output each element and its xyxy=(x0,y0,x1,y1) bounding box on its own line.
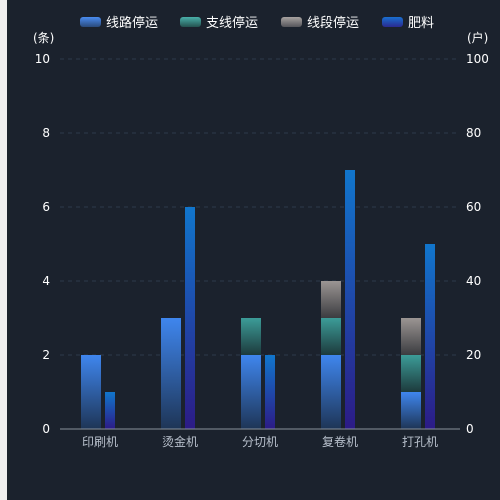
left-tick-label: 0 xyxy=(42,422,50,436)
legend-swatch[interactable] xyxy=(281,17,302,27)
bar-segment-branch-outage xyxy=(241,318,261,355)
left-tick-label: 2 xyxy=(42,348,50,362)
bar-segment-line-outage xyxy=(161,318,181,429)
legend-swatch[interactable] xyxy=(80,17,101,27)
left-tick-label: 10 xyxy=(35,52,50,66)
bar-segment-line-outage xyxy=(241,355,261,429)
bar-segment-line-outage xyxy=(321,355,341,429)
left-tick-label: 4 xyxy=(42,274,50,288)
x-tick-label: 印刷机 xyxy=(82,435,118,449)
x-tick-label: 复卷机 xyxy=(322,434,358,449)
legend: 线路停运 支线停运 线段停运 肥料 xyxy=(80,15,434,31)
right-tick-label: 100 xyxy=(466,52,489,66)
left-axis-unit: (条) xyxy=(33,31,54,45)
x-tick-label: 分切机 xyxy=(242,435,278,449)
bar-segment-branch-outage xyxy=(321,318,341,355)
legend-swatch[interactable] xyxy=(180,17,201,27)
right-tick-label: 40 xyxy=(466,274,481,288)
legend-label[interactable]: 肥料 xyxy=(408,16,434,31)
bar-fertilizer xyxy=(345,170,355,429)
bar-segment-branch-outage xyxy=(401,355,421,392)
bar-segment-section-outage xyxy=(321,281,341,318)
bar-segment-section-outage xyxy=(401,318,421,355)
right-tick-label: 20 xyxy=(466,348,481,362)
bars xyxy=(81,170,435,429)
left-edge-strip xyxy=(0,0,7,500)
left-tick-label: 6 xyxy=(42,200,50,214)
bar-fertilizer xyxy=(105,392,115,429)
right-tick-label: 0 xyxy=(466,422,474,436)
bar-fertilizer xyxy=(185,207,195,429)
bar-segment-line-outage xyxy=(401,392,421,429)
x-tick-label: 烫金机 xyxy=(162,434,198,449)
right-axis-unit: (户) xyxy=(467,30,488,45)
x-tick-label: 打孔机 xyxy=(402,435,438,449)
legend-label[interactable]: 线路停运 xyxy=(106,15,158,31)
bar-fertilizer xyxy=(265,355,275,429)
bar-segment-line-outage xyxy=(81,355,101,429)
left-tick-label: 8 xyxy=(42,126,50,140)
legend-label[interactable]: 线段停运 xyxy=(307,15,359,31)
legend-swatch[interactable] xyxy=(382,17,403,27)
right-tick-label: 60 xyxy=(466,200,481,214)
right-tick-label: 80 xyxy=(466,126,481,140)
grid-lines xyxy=(60,58,460,356)
bar-fertilizer xyxy=(425,244,435,429)
legend-label[interactable]: 支线停运 xyxy=(206,15,258,31)
